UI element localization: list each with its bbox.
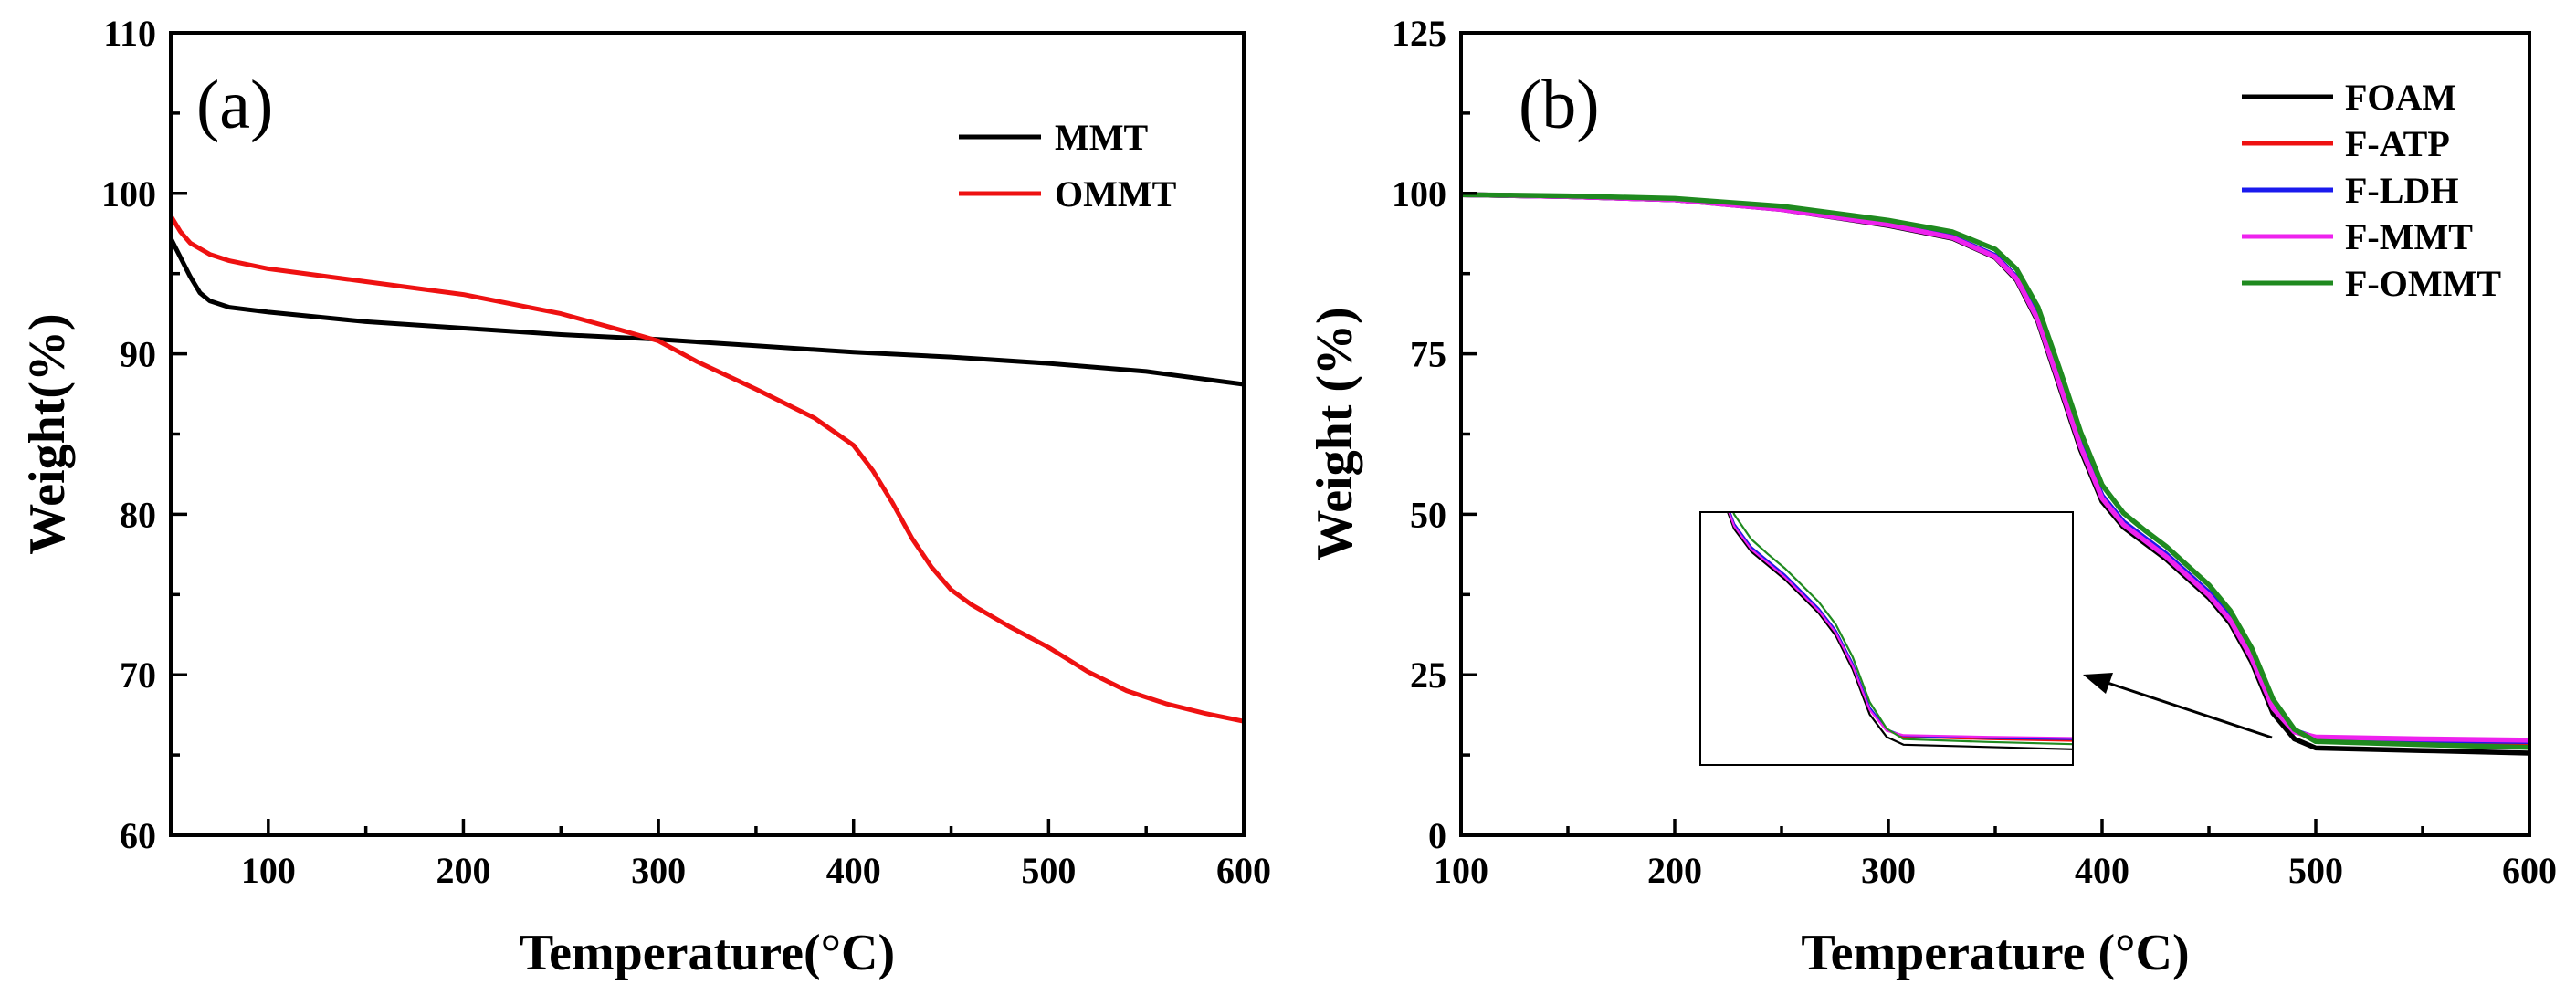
y-tick-label: 125: [1392, 13, 1446, 54]
inset-background: [1700, 512, 2073, 765]
x-tick-label: 400: [826, 850, 881, 891]
x-tick-label: 600: [1216, 850, 1271, 891]
inset-series-line-f-ldh: [1729, 512, 2073, 740]
panel-label: (b): [1519, 67, 1600, 143]
y-axis-title: Weight (%): [1307, 307, 1363, 560]
x-tick-label: 100: [241, 850, 296, 891]
x-tick-label: 600: [2502, 850, 2557, 891]
legend-label-mmt: MMT: [1055, 117, 1149, 158]
x-tick-label: 500: [2288, 850, 2343, 891]
y-tick-label: 100: [1392, 173, 1446, 215]
legend-label-f-ommt: F-OMMT: [2345, 263, 2501, 304]
y-tick-label: 50: [1410, 494, 1446, 535]
legend-label-f-atp: F-ATP: [2345, 123, 2450, 164]
panel-label: (a): [196, 67, 273, 143]
legend-label-foam: FOAM: [2345, 77, 2456, 118]
y-tick-label: 100: [101, 173, 156, 215]
x-tick-label: 400: [2075, 850, 2129, 891]
series-line-f-ommt: [1461, 192, 2529, 750]
x-tick-label: 200: [1647, 850, 1702, 891]
y-tick-label: 70: [120, 655, 156, 696]
y-tick-label: 90: [120, 334, 156, 375]
y-tick-label: 80: [120, 494, 156, 535]
x-tick-label: 200: [436, 850, 490, 891]
y-tick-label: 110: [103, 13, 156, 54]
x-tick-label: 300: [1861, 850, 1916, 891]
panel-b-chart: 100 200 300 400 500 600 0 25 50 75 100 125 Temperatu…: [1307, 13, 2557, 981]
y-tick-label: 75: [1410, 334, 1446, 375]
x-axis-title: Temperature (°C): [1801, 925, 2189, 981]
inset-arrow-line: [2104, 680, 2273, 739]
series-line-mmt: [171, 236, 1244, 387]
series-line-ommt: [171, 213, 1244, 724]
x-tick-label: 500: [1021, 850, 1076, 891]
legend-label-ommt: OMMT: [1055, 173, 1177, 215]
y-tick-label: 25: [1410, 655, 1446, 696]
legend-label-f-mmt: F-MMT: [2345, 216, 2473, 257]
legend-label-f-ldh: F-LDH: [2345, 170, 2458, 211]
panel-a-chart: 100 200 300 400 500 600 60 70 80 90 100 110 Temperat…: [19, 13, 1271, 981]
y-axis-title: Weight(%): [19, 313, 76, 554]
x-axis-title: Temperature(°C): [520, 925, 895, 981]
y-tick-label: 0: [1428, 815, 1446, 856]
inset-series-line-f-ommt: [1732, 512, 2073, 746]
inset-frame: [1699, 511, 2074, 766]
inset-series-line-f-mmt: [1728, 512, 2073, 739]
inset-arrow-head: [2083, 673, 2113, 694]
x-tick-label: 300: [631, 850, 686, 891]
x-tick-label: 100: [1434, 850, 1488, 891]
series-line-f-mmt: [1461, 192, 2529, 743]
y-tick-label: 60: [120, 815, 156, 856]
inset-series-line-foam: [1726, 512, 2073, 750]
